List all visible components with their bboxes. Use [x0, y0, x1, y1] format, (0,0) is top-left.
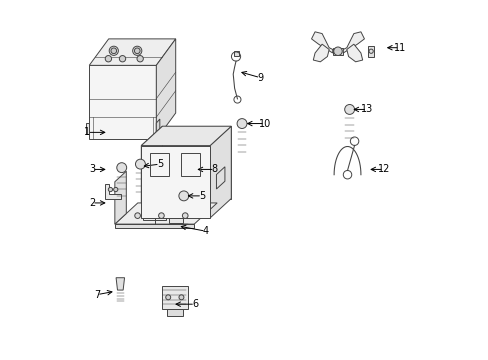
Circle shape: [132, 46, 142, 55]
Circle shape: [182, 213, 188, 219]
Text: 1: 1: [84, 127, 90, 138]
Polygon shape: [343, 32, 364, 53]
Circle shape: [137, 55, 143, 62]
Polygon shape: [105, 184, 121, 199]
Text: 5: 5: [156, 159, 163, 169]
Polygon shape: [156, 39, 175, 139]
Polygon shape: [115, 171, 126, 224]
Circle shape: [119, 55, 125, 62]
Circle shape: [179, 295, 183, 300]
Polygon shape: [116, 278, 124, 290]
Text: 13: 13: [361, 104, 373, 114]
Polygon shape: [85, 123, 89, 134]
Text: 4: 4: [202, 226, 208, 236]
Polygon shape: [156, 119, 160, 134]
Text: 3: 3: [89, 165, 95, 174]
Circle shape: [108, 188, 112, 192]
Circle shape: [105, 55, 111, 62]
Text: 5: 5: [199, 191, 205, 201]
Text: 12: 12: [377, 165, 389, 174]
Circle shape: [134, 48, 140, 54]
Polygon shape: [210, 126, 231, 218]
Circle shape: [111, 48, 116, 54]
Polygon shape: [141, 126, 231, 145]
Text: 6: 6: [192, 299, 198, 309]
Polygon shape: [166, 309, 183, 316]
Polygon shape: [168, 218, 182, 223]
Circle shape: [158, 213, 164, 219]
Text: 8: 8: [211, 165, 217, 174]
Circle shape: [333, 47, 342, 55]
Polygon shape: [161, 286, 188, 309]
Polygon shape: [115, 203, 217, 224]
Circle shape: [113, 188, 118, 192]
Polygon shape: [233, 51, 238, 56]
Polygon shape: [89, 66, 156, 139]
Polygon shape: [162, 126, 231, 198]
Text: 11: 11: [393, 43, 405, 53]
Polygon shape: [311, 32, 332, 53]
Circle shape: [135, 159, 145, 169]
Text: 9: 9: [257, 73, 263, 83]
Polygon shape: [346, 44, 362, 62]
Polygon shape: [115, 224, 194, 228]
Polygon shape: [141, 145, 210, 218]
Circle shape: [344, 104, 354, 114]
Text: 7: 7: [94, 290, 100, 300]
Circle shape: [179, 191, 188, 201]
Circle shape: [135, 213, 140, 219]
Circle shape: [237, 118, 246, 129]
Text: 10: 10: [258, 118, 270, 129]
Circle shape: [117, 163, 126, 172]
Circle shape: [165, 295, 170, 300]
Polygon shape: [141, 126, 162, 218]
Text: 2: 2: [89, 198, 95, 208]
Circle shape: [109, 46, 118, 55]
Polygon shape: [313, 44, 328, 62]
Polygon shape: [332, 48, 343, 55]
Polygon shape: [89, 39, 175, 66]
Polygon shape: [367, 46, 374, 57]
